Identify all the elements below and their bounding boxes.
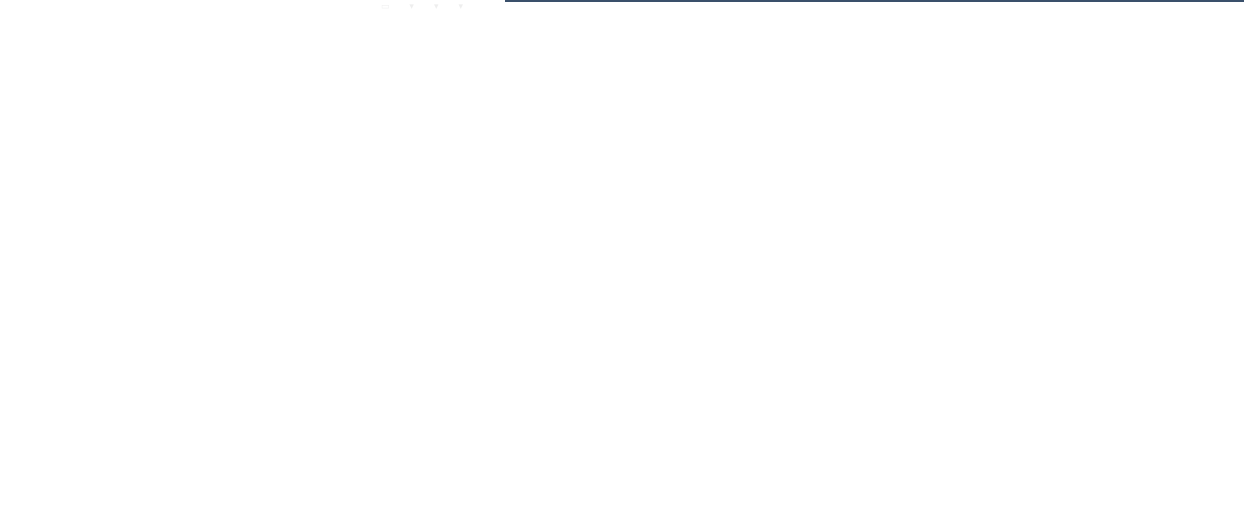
bar-chart	[0, 0, 260, 265]
pr-curve	[505, 2, 1244, 516]
scatter-xy	[0, 265, 260, 515]
bbox-overlay	[262, 0, 492, 265]
scatter-wh	[260, 265, 505, 515]
left-panel: ▭▾▾▾	[0, 0, 505, 516]
right-panel	[505, 0, 1244, 516]
